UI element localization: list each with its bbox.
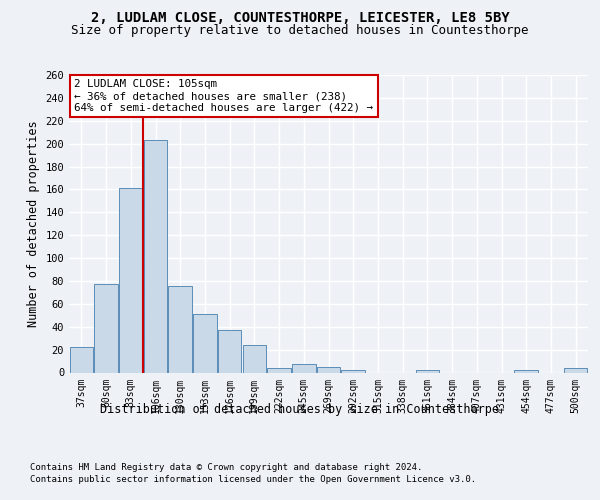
Bar bbox=[292, 364, 316, 372]
Text: Contains HM Land Registry data © Crown copyright and database right 2024.: Contains HM Land Registry data © Crown c… bbox=[30, 462, 422, 471]
Bar bbox=[94, 284, 118, 372]
Bar bbox=[564, 368, 587, 372]
Bar bbox=[242, 345, 266, 372]
Bar bbox=[317, 367, 340, 372]
Text: Contains public sector information licensed under the Open Government Licence v3: Contains public sector information licen… bbox=[30, 475, 476, 484]
Bar bbox=[341, 370, 365, 372]
Text: 2, LUDLAM CLOSE, COUNTESTHORPE, LEICESTER, LE8 5BY: 2, LUDLAM CLOSE, COUNTESTHORPE, LEICESTE… bbox=[91, 11, 509, 25]
Text: Distribution of detached houses by size in Countesthorpe: Distribution of detached houses by size … bbox=[101, 402, 499, 415]
Bar bbox=[169, 286, 192, 372]
Bar bbox=[268, 368, 291, 372]
Bar bbox=[119, 188, 143, 372]
Bar bbox=[70, 348, 93, 372]
Text: 2 LUDLAM CLOSE: 105sqm
← 36% of detached houses are smaller (238)
64% of semi-de: 2 LUDLAM CLOSE: 105sqm ← 36% of detached… bbox=[74, 80, 373, 112]
Bar bbox=[193, 314, 217, 372]
Text: Size of property relative to detached houses in Countesthorpe: Size of property relative to detached ho… bbox=[71, 24, 529, 37]
Y-axis label: Number of detached properties: Number of detached properties bbox=[27, 120, 40, 327]
Bar bbox=[144, 140, 167, 372]
Bar bbox=[416, 370, 439, 372]
Bar bbox=[218, 330, 241, 372]
Bar bbox=[514, 370, 538, 372]
